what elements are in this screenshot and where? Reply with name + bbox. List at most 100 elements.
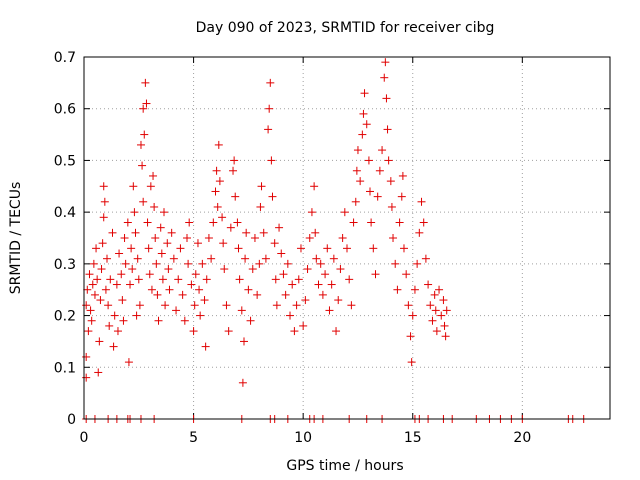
data-point xyxy=(261,254,270,263)
data-point xyxy=(316,259,325,268)
data-point xyxy=(265,104,274,113)
data-point xyxy=(410,285,419,294)
data-point xyxy=(237,306,246,315)
data-point xyxy=(431,306,440,315)
data-point xyxy=(271,275,280,284)
data-point xyxy=(164,265,173,274)
data-point xyxy=(207,254,216,263)
data-point xyxy=(244,285,253,294)
data-point xyxy=(187,280,196,289)
data-point xyxy=(253,290,262,299)
data-point xyxy=(235,275,244,284)
data-point xyxy=(191,270,200,279)
data-point xyxy=(82,301,91,310)
x-tick-label: 10 xyxy=(294,430,312,446)
data-point xyxy=(124,358,133,367)
data-point xyxy=(156,223,165,232)
data-point xyxy=(106,275,115,284)
data-point xyxy=(314,280,323,289)
data-point xyxy=(190,301,199,310)
data-point xyxy=(239,337,248,346)
x-tick-label: 5 xyxy=(189,430,198,446)
data-point xyxy=(126,280,135,289)
data-point xyxy=(299,321,308,330)
data-point xyxy=(267,156,276,165)
data-point xyxy=(426,301,435,310)
data-point xyxy=(349,218,358,227)
data-point xyxy=(230,156,239,165)
data-point xyxy=(375,166,384,175)
data-point xyxy=(82,352,91,361)
data-point xyxy=(159,208,168,217)
data-point xyxy=(85,270,94,279)
data-point xyxy=(183,234,192,242)
data-point xyxy=(90,290,99,299)
data-point xyxy=(95,337,104,346)
data-point xyxy=(158,275,167,284)
data-point xyxy=(413,259,422,268)
data-point xyxy=(323,244,332,253)
data-point xyxy=(94,368,103,377)
data-point xyxy=(130,208,139,217)
data-point xyxy=(213,202,222,211)
data-point xyxy=(402,270,411,279)
data-point xyxy=(257,182,266,191)
data-point xyxy=(215,177,224,186)
data-point xyxy=(196,311,205,320)
data-point xyxy=(212,166,221,175)
data-point xyxy=(120,234,129,242)
data-point xyxy=(325,306,334,315)
data-point xyxy=(275,223,284,232)
data-point xyxy=(229,166,238,175)
data-point xyxy=(246,316,255,325)
data-point xyxy=(283,259,292,268)
data-point xyxy=(353,146,362,155)
data-point xyxy=(373,192,382,201)
data-point xyxy=(146,182,155,191)
data-point xyxy=(268,192,277,201)
data-point xyxy=(198,259,207,268)
data-point xyxy=(369,244,378,253)
data-point xyxy=(404,301,413,310)
data-point xyxy=(318,290,327,299)
data-point xyxy=(92,244,101,253)
y-tick-label: 0.6 xyxy=(54,102,76,118)
y-tick-label: 0.5 xyxy=(54,153,76,169)
data-point xyxy=(399,244,408,253)
data-point xyxy=(87,316,96,325)
data-point xyxy=(174,275,183,284)
data-point xyxy=(172,306,181,315)
data-point xyxy=(364,156,373,165)
data-point xyxy=(142,99,151,108)
data-point xyxy=(432,327,441,336)
data-point xyxy=(93,275,102,284)
data-point xyxy=(226,223,235,232)
y-tick-label: 0.1 xyxy=(54,360,76,376)
data-point xyxy=(123,218,132,227)
data-point xyxy=(152,259,161,268)
data-point xyxy=(143,218,152,227)
data-point xyxy=(407,358,416,367)
data-point xyxy=(301,296,310,305)
data-point xyxy=(281,290,290,299)
data-point xyxy=(141,78,150,87)
data-point xyxy=(366,187,375,196)
data-point xyxy=(336,265,345,274)
data-point xyxy=(343,244,351,253)
data-point xyxy=(178,290,187,299)
y-tick-label: 0.3 xyxy=(54,257,76,273)
data-point xyxy=(395,218,404,227)
data-point xyxy=(272,301,281,310)
data-point xyxy=(347,301,356,310)
data-point xyxy=(189,327,198,336)
data-point xyxy=(310,182,319,191)
data-point xyxy=(277,249,286,258)
data-point xyxy=(193,239,202,248)
data-point xyxy=(129,182,138,191)
data-point xyxy=(117,270,126,279)
data-point xyxy=(421,254,430,263)
data-point xyxy=(340,208,349,217)
data-point xyxy=(233,218,242,227)
data-point xyxy=(147,285,156,294)
data-point xyxy=(437,311,446,320)
